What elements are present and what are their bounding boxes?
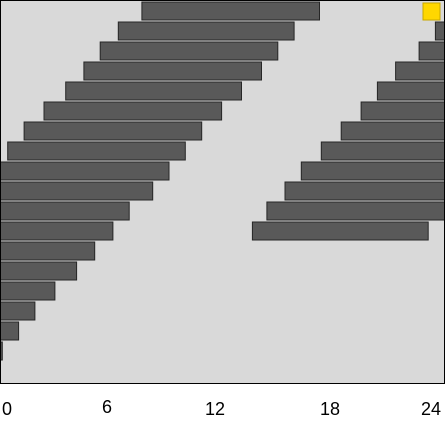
bar (376, 81, 445, 101)
bar (0, 221, 114, 241)
x-tick-label: 18 (320, 399, 340, 419)
bar (141, 1, 320, 21)
bar (266, 201, 445, 221)
bars-group (0, 1, 445, 361)
bar (0, 161, 170, 181)
bar (0, 241, 96, 261)
x-axis-ticks: 0 6 12 18 24 (2, 397, 441, 419)
bar (23, 121, 203, 141)
bar (284, 181, 445, 201)
bar (251, 221, 429, 241)
bar (83, 61, 263, 81)
bar (395, 61, 445, 81)
bar (0, 301, 36, 321)
bar (7, 141, 186, 161)
bar (434, 21, 445, 41)
bar (340, 121, 445, 141)
bar (65, 81, 242, 101)
bar (99, 41, 279, 61)
legend-swatch (422, 2, 441, 21)
bar (320, 141, 445, 161)
x-tick-label: 24 (421, 399, 441, 419)
bar (0, 261, 78, 281)
bar (0, 281, 56, 301)
bar (360, 101, 445, 121)
x-tick-label: 12 (205, 399, 225, 419)
bar (0, 201, 130, 221)
bar (43, 101, 223, 121)
bar (0, 321, 20, 341)
bar (0, 181, 154, 201)
bar (418, 41, 445, 61)
bar (117, 21, 295, 41)
bar (300, 161, 445, 181)
x-tick-label: 0 (2, 399, 12, 419)
x-tick-label: 6 (102, 397, 112, 417)
